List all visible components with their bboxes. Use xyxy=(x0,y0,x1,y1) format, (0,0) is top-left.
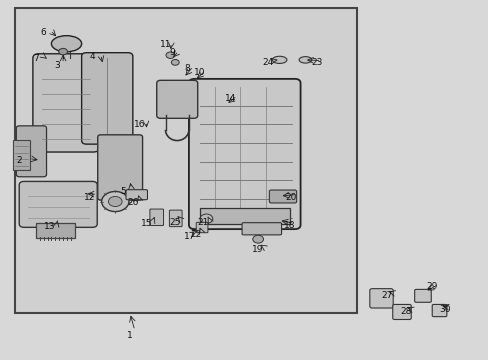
Text: 6: 6 xyxy=(41,28,46,37)
FancyBboxPatch shape xyxy=(157,80,197,118)
Text: 10: 10 xyxy=(194,68,205,77)
Text: 25: 25 xyxy=(169,218,181,227)
Text: 17: 17 xyxy=(184,232,195,241)
Text: 22: 22 xyxy=(190,230,201,239)
Ellipse shape xyxy=(51,36,81,52)
Ellipse shape xyxy=(299,57,311,63)
Text: 15: 15 xyxy=(141,219,152,228)
Text: 9: 9 xyxy=(169,48,175,57)
Text: 13: 13 xyxy=(43,222,55,231)
FancyBboxPatch shape xyxy=(126,190,147,200)
FancyBboxPatch shape xyxy=(242,223,281,235)
Circle shape xyxy=(200,214,212,224)
FancyBboxPatch shape xyxy=(36,223,75,238)
Text: 30: 30 xyxy=(439,305,450,314)
Bar xyxy=(15,8,356,313)
Text: 12: 12 xyxy=(84,193,96,202)
Text: 7: 7 xyxy=(33,54,39,63)
FancyBboxPatch shape xyxy=(13,140,30,170)
Circle shape xyxy=(102,192,129,212)
FancyBboxPatch shape xyxy=(369,289,392,308)
Text: 5: 5 xyxy=(121,187,126,196)
Circle shape xyxy=(108,197,122,207)
Text: 3: 3 xyxy=(54,62,60,71)
Circle shape xyxy=(171,59,179,65)
FancyBboxPatch shape xyxy=(33,54,99,152)
Bar xyxy=(199,208,289,224)
Text: 8: 8 xyxy=(183,64,189,73)
Ellipse shape xyxy=(272,56,286,63)
FancyBboxPatch shape xyxy=(431,305,446,317)
Text: 4: 4 xyxy=(89,52,95,61)
Text: 27: 27 xyxy=(381,291,392,300)
FancyBboxPatch shape xyxy=(188,79,300,229)
FancyBboxPatch shape xyxy=(196,222,207,233)
Text: 18: 18 xyxy=(283,221,294,230)
Text: 20: 20 xyxy=(285,193,296,202)
Text: 1: 1 xyxy=(127,332,133,341)
Text: 16: 16 xyxy=(134,120,145,129)
FancyBboxPatch shape xyxy=(19,181,97,227)
FancyBboxPatch shape xyxy=(98,135,142,200)
FancyBboxPatch shape xyxy=(392,305,410,319)
Circle shape xyxy=(59,48,67,55)
Text: 21: 21 xyxy=(197,218,208,227)
Text: 26: 26 xyxy=(127,198,139,207)
Text: 24: 24 xyxy=(262,58,273,67)
FancyBboxPatch shape xyxy=(16,126,46,177)
Text: 19: 19 xyxy=(252,246,264,255)
FancyBboxPatch shape xyxy=(81,53,133,144)
Circle shape xyxy=(165,52,174,58)
Text: 29: 29 xyxy=(426,282,437,291)
Circle shape xyxy=(252,235,263,243)
FancyBboxPatch shape xyxy=(169,210,182,226)
Text: 28: 28 xyxy=(400,307,411,316)
Text: 23: 23 xyxy=(310,58,322,67)
FancyBboxPatch shape xyxy=(414,289,430,302)
Text: 11: 11 xyxy=(160,40,171,49)
FancyBboxPatch shape xyxy=(269,190,296,203)
Text: 2: 2 xyxy=(17,156,22,165)
Text: 14: 14 xyxy=(224,94,236,103)
FancyBboxPatch shape xyxy=(150,209,163,226)
